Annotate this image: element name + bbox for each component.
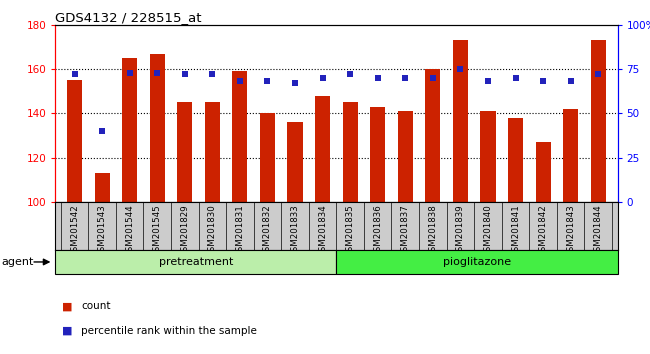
FancyBboxPatch shape bbox=[337, 250, 618, 274]
Text: GSM201843: GSM201843 bbox=[566, 204, 575, 257]
Bar bbox=[67, 80, 82, 202]
Bar bbox=[536, 142, 551, 202]
Text: GSM201832: GSM201832 bbox=[263, 204, 272, 257]
Point bbox=[70, 72, 80, 77]
Bar bbox=[398, 111, 413, 202]
Text: GSM201842: GSM201842 bbox=[539, 204, 547, 257]
Point bbox=[345, 72, 356, 77]
Text: ■: ■ bbox=[62, 326, 72, 336]
Text: percentile rank within the sample: percentile rank within the sample bbox=[81, 326, 257, 336]
Text: GSM201831: GSM201831 bbox=[235, 204, 244, 257]
Bar bbox=[177, 102, 192, 202]
Text: GDS4132 / 228515_at: GDS4132 / 228515_at bbox=[55, 11, 201, 24]
Point bbox=[207, 72, 218, 77]
Point bbox=[152, 70, 162, 75]
Point bbox=[124, 70, 135, 75]
Point bbox=[290, 80, 300, 86]
Text: GSM201836: GSM201836 bbox=[373, 204, 382, 257]
Point bbox=[428, 75, 438, 81]
Text: pioglitazone: pioglitazone bbox=[443, 257, 511, 267]
Text: GSM201829: GSM201829 bbox=[180, 204, 189, 257]
Point bbox=[538, 79, 549, 84]
Point bbox=[235, 79, 245, 84]
Bar bbox=[287, 122, 303, 202]
Bar bbox=[315, 96, 330, 202]
Text: GSM201544: GSM201544 bbox=[125, 204, 134, 257]
Bar bbox=[232, 71, 248, 202]
Text: GSM201833: GSM201833 bbox=[291, 204, 300, 257]
Text: GSM201840: GSM201840 bbox=[484, 204, 493, 257]
Text: GSM201839: GSM201839 bbox=[456, 204, 465, 257]
Point bbox=[97, 128, 107, 134]
Bar bbox=[563, 109, 578, 202]
Bar bbox=[508, 118, 523, 202]
Text: GSM201838: GSM201838 bbox=[428, 204, 437, 257]
Text: agent: agent bbox=[1, 257, 34, 267]
Point bbox=[510, 75, 521, 81]
Point bbox=[400, 75, 411, 81]
Point bbox=[262, 79, 272, 84]
Bar bbox=[205, 102, 220, 202]
FancyBboxPatch shape bbox=[55, 250, 337, 274]
Text: GSM201835: GSM201835 bbox=[346, 204, 355, 257]
Bar bbox=[480, 111, 495, 202]
Text: count: count bbox=[81, 301, 110, 311]
Point bbox=[317, 75, 328, 81]
Text: GSM201841: GSM201841 bbox=[511, 204, 520, 257]
Text: GSM201844: GSM201844 bbox=[593, 204, 603, 257]
Point bbox=[593, 72, 603, 77]
Point bbox=[566, 79, 576, 84]
Bar bbox=[453, 40, 468, 202]
Text: ■: ■ bbox=[62, 301, 72, 311]
Bar bbox=[122, 58, 137, 202]
Text: GSM201545: GSM201545 bbox=[153, 204, 162, 257]
Bar bbox=[425, 69, 441, 202]
Bar bbox=[94, 173, 110, 202]
Bar bbox=[260, 113, 275, 202]
Bar bbox=[150, 53, 165, 202]
Point bbox=[483, 79, 493, 84]
Point bbox=[372, 75, 383, 81]
Text: GSM201830: GSM201830 bbox=[208, 204, 217, 257]
Text: GSM201834: GSM201834 bbox=[318, 204, 327, 257]
Bar bbox=[343, 102, 358, 202]
Text: GSM201543: GSM201543 bbox=[98, 204, 107, 257]
Text: pretreatment: pretreatment bbox=[159, 257, 233, 267]
Point bbox=[455, 66, 465, 72]
Text: GSM201837: GSM201837 bbox=[401, 204, 410, 257]
Bar bbox=[370, 107, 385, 202]
Text: GSM201542: GSM201542 bbox=[70, 204, 79, 257]
Point bbox=[179, 72, 190, 77]
Bar bbox=[591, 40, 606, 202]
